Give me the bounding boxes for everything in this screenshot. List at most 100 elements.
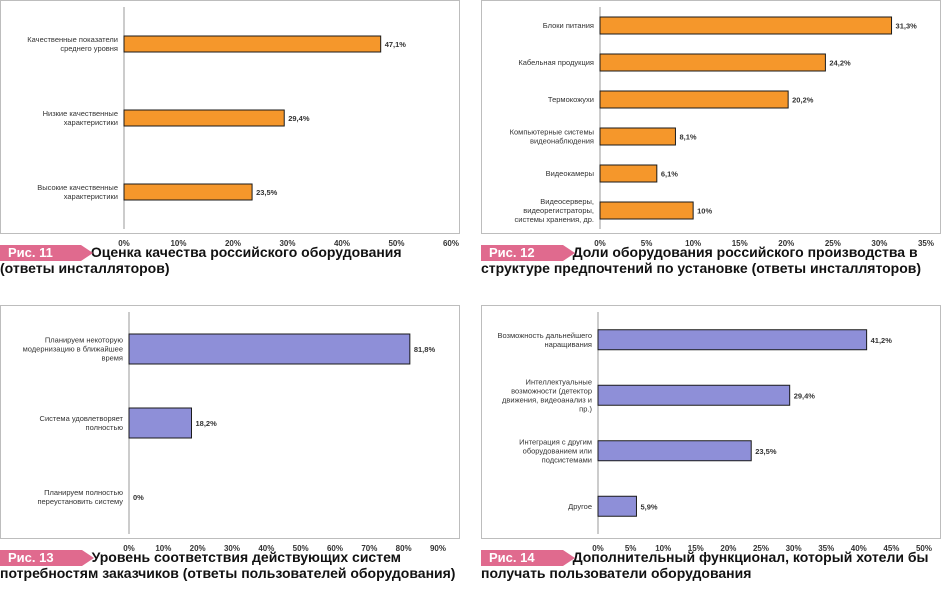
figure-caption: Рис. 11 Оценка качества российского обору… [0, 245, 458, 276]
category-label: Интеграция с другим оборудованием или подс… [519, 437, 592, 464]
data-label: 29,4% [794, 391, 816, 400]
bar [123, 183, 253, 201]
figure-label-badge: Рис. 12 [481, 245, 575, 261]
bar [599, 53, 826, 72]
figure-11: 47,1% Качественные показатели среднего уро… [0, 0, 466, 299]
data-label: 18,2% [195, 419, 217, 428]
x-tick-label: 40% [258, 544, 274, 553]
data-label: 6,1% [661, 170, 678, 179]
caption-text: Оценка качества российского оборудования… [0, 244, 402, 276]
x-tick-label: 10% [170, 239, 186, 248]
figure-label-badge: Рис. 14 [481, 550, 575, 566]
bar [599, 90, 789, 109]
bar [599, 16, 893, 35]
category-label: Высокие качественные характеристики [37, 183, 118, 201]
x-tick-label: 20% [778, 239, 794, 248]
figure-label-badge: Рис. 11 [0, 245, 93, 261]
figure-caption: Рис. 14 Дополнительный функционал, которы… [481, 550, 939, 581]
category-label: Компьютерные системы видеонаблюдения [510, 128, 594, 146]
x-tick-label: 30% [786, 544, 802, 553]
x-tick-label: 0% [592, 544, 604, 553]
x-tick-label: 35% [918, 239, 934, 248]
bar [128, 333, 411, 365]
data-label: 23,5% [755, 447, 777, 456]
x-tick-label: 20% [190, 544, 206, 553]
bar [123, 109, 285, 127]
caption-text: Доли оборудования российского производст… [481, 244, 922, 276]
bar [597, 384, 791, 406]
bar [599, 127, 676, 146]
category-label: Возможность дальнейшего наращивания [497, 331, 592, 349]
figure-caption: Рис. 13 Уровень соответствия действующих … [0, 550, 458, 581]
category-label: Планируем некоторую модернизацию в ближай… [23, 336, 124, 363]
x-tick-label: 5% [641, 239, 653, 248]
x-tick-label: 90% [430, 544, 446, 553]
x-tick-label: 25% [825, 239, 841, 248]
x-tick-label: 70% [361, 544, 377, 553]
caption-text: Дополнительный функционал, который хотел… [481, 549, 929, 581]
figure-13: 81,8% Планируем некоторую модернизацию в б… [0, 305, 466, 604]
x-tick-label: 25% [753, 544, 769, 553]
x-tick-label: 0% [123, 544, 135, 553]
x-tick-label: 15% [732, 239, 748, 248]
data-label: 31,3% [896, 22, 918, 31]
data-label: 0% [133, 493, 144, 502]
chart-frame: 31,3% Блоки питания 24,2% Кабельная продукц… [481, 0, 941, 248]
chart-frame: 81,8% Планируем некоторую модернизацию в б… [0, 305, 460, 553]
x-tick-label: 60% [443, 239, 459, 248]
x-tick-label: 20% [225, 239, 241, 248]
x-tick-label: 0% [594, 239, 606, 248]
x-tick-label: 10% [685, 239, 701, 248]
category-label: Кабельная продукция [518, 58, 594, 67]
x-tick-label: 15% [688, 544, 704, 553]
category-label: Видеокамеры [546, 169, 594, 178]
x-tick-label: 50% [916, 544, 932, 553]
figure-label-badge: Рис. 13 [0, 550, 94, 566]
bar [123, 35, 382, 53]
data-label: 81,8% [414, 345, 436, 354]
x-tick-label: 40% [334, 239, 350, 248]
data-label: 41,2% [871, 336, 893, 345]
bar [599, 201, 694, 220]
x-tick-label: 45% [883, 544, 899, 553]
chart-system-adequacy: 81,8% Планируем некоторую модернизацию в б… [23, 312, 446, 553]
chart-frame: 47,1% Качественные показатели среднего уро… [0, 0, 460, 248]
x-tick-label: 30% [279, 239, 295, 248]
data-label: 10% [697, 207, 712, 216]
figure-14: 41,2% Возможность дальнейшего наращивания 2… [481, 305, 941, 604]
category-label: Блоки питания [543, 21, 594, 30]
category-label: Система удовлетворяет полностью [40, 414, 124, 432]
x-tick-label: 30% [871, 239, 887, 248]
data-label: 23,5% [256, 188, 278, 197]
chart-russian-equipment-share: 31,3% Блоки питания 24,2% Кабельная продукц… [510, 7, 934, 248]
data-label: 20,2% [792, 96, 814, 105]
data-label: 5,9% [640, 502, 657, 511]
x-tick-label: 30% [224, 544, 240, 553]
bar [597, 440, 752, 462]
data-label: 24,2% [829, 59, 851, 68]
x-tick-label: 10% [655, 544, 671, 553]
bar [128, 407, 192, 439]
bar [597, 495, 637, 517]
category-label: Качественные показатели среднего уровня [27, 35, 118, 53]
bar [597, 329, 868, 351]
chart-frame: 41,2% Возможность дальнейшего наращивания 2… [481, 305, 941, 553]
x-tick-label: 20% [720, 544, 736, 553]
caption-text: Уровень соответствия действующих систем … [0, 549, 456, 581]
x-tick-label: 80% [396, 544, 412, 553]
data-label: 29,4% [288, 114, 310, 123]
x-tick-label: 5% [625, 544, 637, 553]
category-label: Термокожухи [548, 95, 594, 104]
category-label: Видеосерверы, видеорегистраторы, системы х… [515, 197, 594, 224]
x-tick-label: 40% [851, 544, 867, 553]
x-tick-label: 50% [388, 239, 404, 248]
x-tick-label: 0% [118, 239, 130, 248]
x-tick-label: 50% [293, 544, 309, 553]
chart-additional-functionality: 41,2% Возможность дальнейшего наращивания 2… [497, 312, 932, 553]
bar [599, 164, 658, 183]
data-label: 8,1% [679, 133, 696, 142]
data-label: 47,1% [385, 40, 407, 49]
figure-12: 31,3% Блоки питания 24,2% Кабельная продукц… [481, 0, 941, 299]
category-label: Низкие качественные характеристики [43, 109, 118, 127]
x-tick-label: 35% [818, 544, 834, 553]
